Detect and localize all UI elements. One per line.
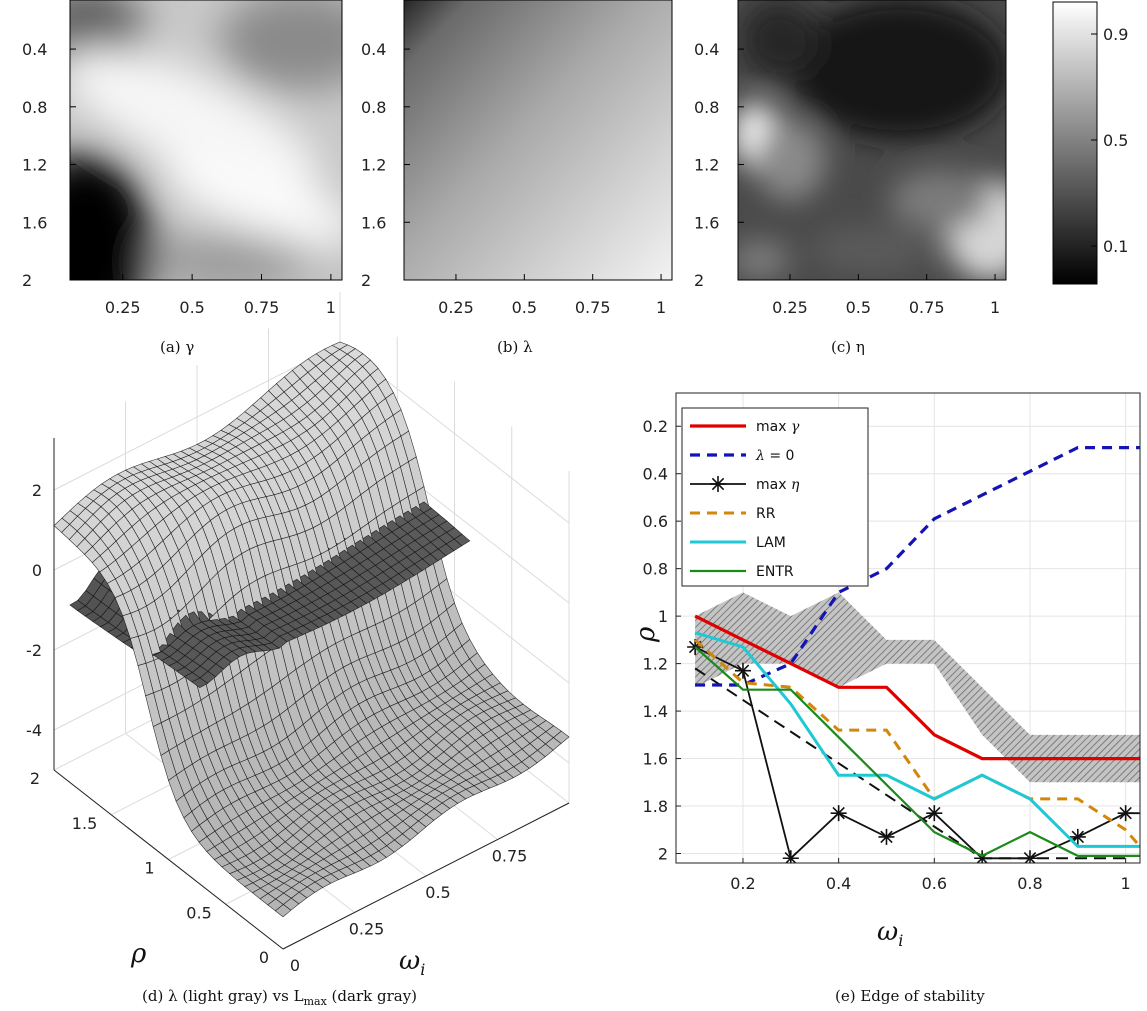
surface-ztick-3: -4: [26, 721, 42, 740]
legend-entry-2: max η: [756, 477, 800, 493]
colorbar-tick-1: 0.5: [1103, 131, 1128, 150]
surface-omegatick-0: 0: [290, 956, 300, 975]
series-2-point-9: [1117, 805, 1134, 822]
heatmap-a: [69, 0, 343, 281]
colorbar-tick-0: 0.9: [1103, 25, 1128, 44]
heatmap-a-xtick-3: 1: [326, 298, 336, 317]
surface-rho-label: ρ: [130, 939, 147, 969]
chart-e-legend: max γ λ = 0 max η RR LAM ENTR: [681, 407, 869, 587]
series-2-point-4: [878, 828, 895, 845]
chart-e-xtick-3: 0.8: [1017, 874, 1042, 893]
legend-entry-5: ENTR: [756, 564, 794, 580]
surface-rhotick-2: 1: [144, 859, 154, 878]
surface-ztick-1: 0: [32, 561, 42, 580]
heatmap-c-ytick-4: 2: [694, 271, 704, 290]
heatmap-b-xtick-2: 0.75: [575, 298, 611, 317]
heatmap-a-ytick-3: 1.6: [22, 213, 47, 232]
heatmap-b-xtick-3: 1: [656, 298, 666, 317]
chart-e-xtick-1: 0.4: [826, 874, 851, 893]
heatmap-a-xtick-1: 0.5: [179, 298, 204, 317]
series-1: [695, 446, 1140, 687]
legend-entry-3: RR: [756, 506, 776, 522]
surface-ztick-2: -2: [26, 641, 42, 660]
legend-entry-1: λ = 0: [755, 448, 794, 464]
series-2-point-3: [830, 805, 847, 822]
chart-e-ylabel: ρ: [631, 626, 661, 643]
surface-rhotick-1: 1.5: [72, 814, 97, 833]
heatmap-c: [737, 0, 1007, 281]
heatmap-ticks: 0.25 0.5 0.75 1 0.4 0.8 1.2 1.6 2 0.25 0.5 0.75 1 0.4…: [22, 40, 1000, 317]
heatmap-a-ytick-0: 0.4: [22, 40, 47, 59]
chart-e-xtick-0: 0.2: [730, 874, 755, 893]
chart-e-xtick-2: 0.6: [922, 874, 947, 893]
caption-a: (a) γ: [160, 338, 194, 356]
heatmap-c-ytick-1: 0.8: [694, 98, 719, 117]
heatmap-b-ytick-1: 0.8: [361, 98, 386, 117]
heatmap-c-xtick-1: 0.5: [846, 298, 871, 317]
series-2-point-2: [782, 850, 799, 863]
surface-ticks: 2 0 -2 -4 2 1.5 1 0.5 0 0 0.25 0.5 0.75: [26, 481, 527, 975]
surface-omegatick-1: 0.25: [349, 920, 385, 939]
chart-e-ytick-4: 1: [658, 607, 668, 626]
series-2-point-1: [734, 662, 751, 679]
chart-e-ticks: 0.2 0.4 0.6 0.8 1 0.2 0.4 0.6 0.8 1 1.2 1.4 1.6 1.8 2: [643, 417, 1131, 893]
heatmap-a-xtick-2: 0.75: [244, 298, 280, 317]
heatmap-c-xtick-3: 1: [990, 298, 1000, 317]
heatmap-b: [403, 0, 673, 281]
chart-e-ytick-3: 0.8: [643, 560, 668, 579]
heatmap-a-ytick-1: 0.8: [22, 98, 47, 117]
colorbar: 0.9 0.5 0.1: [1052, 1, 1128, 285]
chart-e-ytick-1: 0.4: [643, 465, 668, 484]
heatmap-a-ytick-2: 1.2: [22, 156, 47, 175]
colorbar-tick-2: 0.1: [1103, 237, 1128, 256]
caption-c: (c) η: [831, 338, 865, 356]
legend-entry-4: LAM: [756, 535, 786, 551]
heatmap-b-xtick-1: 0.5: [512, 298, 537, 317]
chart-e-xlabel: ωi: [877, 917, 903, 950]
legend-marker-2: [710, 476, 726, 492]
heatmap-c-ytick-2: 1.2: [694, 156, 719, 175]
legend-entry-0: max γ: [756, 419, 800, 435]
series-0: [694, 614, 1140, 761]
chart-e-ytick-0: 0.2: [643, 417, 668, 436]
series-2-point-5: [926, 805, 943, 822]
heatmap-b-ytick-4: 2: [361, 271, 371, 290]
heatmap-b-ytick-0: 0.4: [361, 40, 386, 59]
caption-e: (e) Edge of stability: [835, 987, 985, 1005]
chart-e-ytick-5: 1.2: [643, 655, 668, 674]
heatmap-a-ytick-4: 2: [22, 271, 32, 290]
chart-e-series: [687, 446, 1140, 863]
chart-e-ytick-2: 0.6: [643, 512, 668, 531]
surface-mesh: [53, 341, 570, 918]
surface-omegatick-3: 0.75: [492, 847, 528, 866]
series-5: [694, 646, 1140, 858]
surface-omegatick-2: 0.5: [425, 883, 450, 902]
heatmap-c-ytick-3: 1.6: [694, 213, 719, 232]
heatmap-a-xtick-0: 0.25: [105, 298, 141, 317]
heatmap-b-ytick-2: 1.2: [361, 156, 386, 175]
chart-e-ytick-9: 2: [658, 845, 668, 864]
heatmap-c-ytick-0: 0.4: [694, 40, 719, 59]
chart-e-xtick-4: 1: [1121, 874, 1131, 893]
line-chart-e: 0.2 0.4 0.6 0.8 10.20.40.60.811.21.41.61.82 …: [631, 392, 1141, 950]
caption-d: (d) λ (light gray) vs Lmax (dark gray): [142, 987, 417, 1008]
caption-b: (b) λ: [497, 338, 533, 356]
heatmap-b-ytick-3: 1.6: [361, 213, 386, 232]
chart-e-ytick-7: 1.6: [643, 750, 668, 769]
surface-rhotick-3: 0.5: [186, 903, 211, 922]
surface-plot-d: 2 0 -2 -4 2 1.5 1 0.5 0 0 0.25 0.5 0.75 ρ ωi: [26, 292, 570, 979]
series-4: [694, 631, 1140, 848]
heatmap-b-xtick-0: 0.25: [438, 298, 474, 317]
heatmap-c-xtick-0: 0.25: [772, 298, 808, 317]
surface-ztick-0: 2: [32, 481, 42, 500]
surface-omega-label: ωi: [399, 946, 425, 979]
heatmap-c-xtick-2: 0.75: [909, 298, 945, 317]
surface-rhotick-0: 2: [30, 769, 40, 788]
chart-e-ytick-6: 1.4: [643, 702, 668, 721]
surface-rhotick-4: 0: [259, 948, 269, 967]
chart-e-ytick-8: 1.8: [643, 797, 668, 816]
